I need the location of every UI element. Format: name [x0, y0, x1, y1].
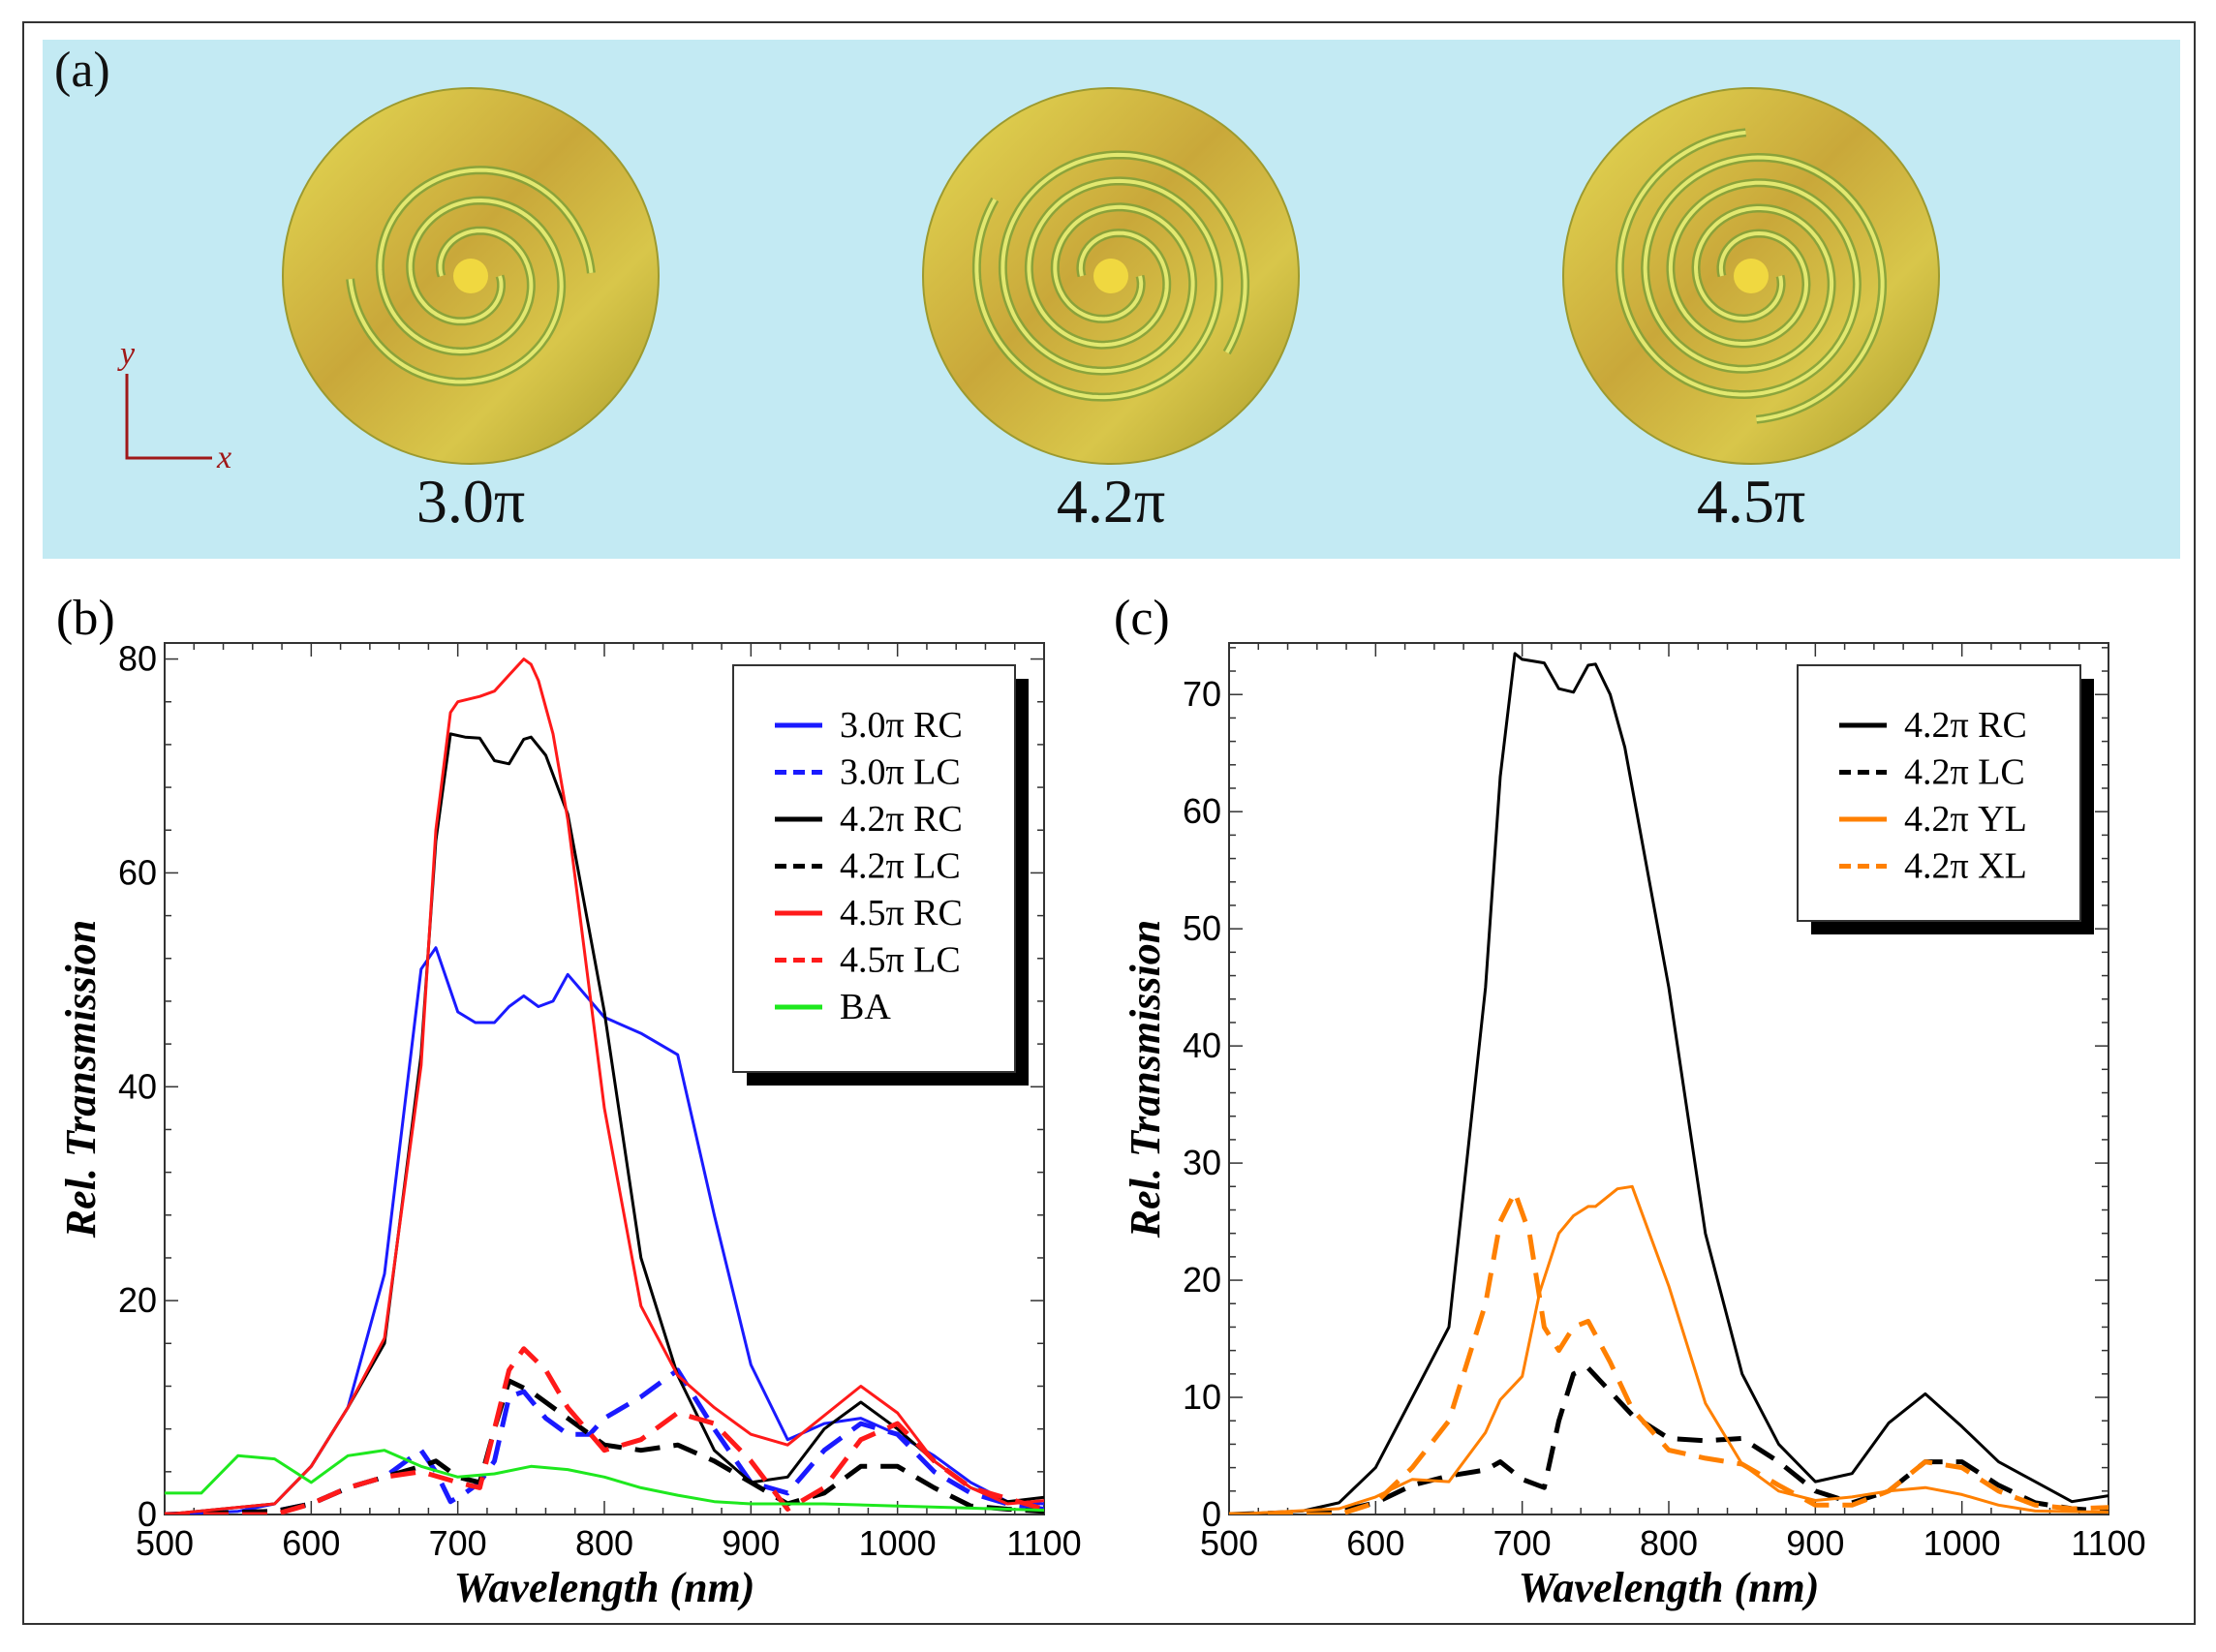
series-line-ba [165, 1449, 1044, 1513]
spiral-disc-3 [1562, 87, 1940, 465]
legend-label: 3.0π LC [840, 752, 961, 793]
figure-frame [22, 21, 2196, 1625]
series-line-4-2-lc [165, 1378, 1044, 1514]
y-axis-label: Rel. Transmission [1122, 920, 1169, 1239]
x-tick-label: 1100 [1006, 1523, 1081, 1563]
x-tick-label: 1100 [2071, 1523, 2145, 1563]
y-tick-label: 50 [1183, 908, 1221, 948]
series-line-4-2-lc [1229, 1365, 2108, 1514]
spiral-groove-highlight [1643, 155, 1885, 422]
x-tick-label: 500 [136, 1523, 194, 1563]
y-tick-label: 40 [1183, 1025, 1221, 1065]
y-tick-label: 60 [1183, 791, 1221, 831]
x-tick-label: 900 [1786, 1523, 1844, 1563]
series-line-4-2-rc [1229, 652, 2108, 1514]
chart-c: (c) 500 600 700 800 900 1000 1100 0 10 20 30 40 50 60 7… [1114, 591, 2146, 1611]
legend-label: BA [840, 987, 891, 1027]
spiral-disc-1 [282, 87, 660, 465]
series-line-4-5-lc [165, 1346, 1044, 1514]
y-tick-label: 20 [118, 1280, 157, 1320]
panel-label: (c) [1114, 591, 1170, 646]
x-tick-label: 700 [1493, 1523, 1552, 1563]
x-tick-label: 800 [575, 1523, 633, 1563]
x-tick-label: 1000 [1924, 1523, 2001, 1563]
chart-b: (b) 500 600 700 800 900 1000 1100 0 20 40 60 80 Wavel… [56, 591, 1082, 1611]
x-tick-label: 600 [282, 1523, 340, 1563]
y-axis-label: Rel. Transmission [57, 920, 105, 1239]
series-line-4-2-xl [1229, 1189, 2108, 1514]
y-tick-label: 0 [138, 1494, 157, 1534]
y-tick-label: 30 [1183, 1143, 1221, 1182]
axis-y-label: y [117, 336, 136, 372]
legend-label: 4.2π RC [1904, 705, 2027, 746]
y-tick-label: 10 [1183, 1377, 1221, 1417]
axis-x-label: x [216, 440, 231, 475]
legend-label: 4.2π LC [1904, 752, 2025, 793]
legend-label: 4.2π LC [840, 846, 961, 887]
series-line-3-0-lc [165, 1367, 1044, 1514]
spiral-groove-highlight [1000, 152, 1247, 374]
y-tick-label: 70 [1183, 674, 1221, 714]
spiral-disc-2 [922, 87, 1300, 465]
series-line-4-2-yl [1229, 1184, 2108, 1514]
y-tick-label: 20 [1183, 1260, 1221, 1300]
legend-box [1797, 664, 2081, 922]
y-tick-label: 80 [118, 639, 157, 679]
panel-a-label: (a) [54, 43, 110, 98]
panel-a-spiral-structures: (a) y x 3.0π 4.2π 4.5π [43, 40, 2180, 559]
spiral-groove-highlight [974, 178, 1221, 400]
disc-center [453, 259, 488, 293]
y-tick-label: 60 [118, 852, 157, 892]
x-axis-label: Wavelength (nm) [1519, 1564, 1820, 1611]
legend-label: 4.2π YL [1904, 799, 2027, 840]
series-line-3-0-rc [165, 946, 1044, 1514]
y-tick-label: 0 [1202, 1494, 1221, 1534]
xy-axes-icon: y x [117, 336, 231, 475]
panel-label: (b) [56, 591, 115, 646]
x-tick-label: 900 [722, 1523, 780, 1563]
series-line-4-5-rc [165, 658, 1044, 1514]
x-tick-label: 700 [429, 1523, 487, 1563]
legend-label: 4.5π RC [840, 893, 963, 933]
disc-label-4-5pi: 4.5π [1696, 467, 1806, 535]
spiral-groove-highlight [1617, 130, 1860, 397]
spiral-groove-highlight [348, 198, 564, 384]
legend-label: 4.2π RC [840, 799, 963, 840]
legend-label: 4.2π XL [1904, 846, 2027, 887]
disc-center [1734, 259, 1769, 293]
y-tick-label: 40 [118, 1066, 157, 1106]
disc-center [1093, 259, 1128, 293]
legend-box [732, 664, 1016, 1073]
x-tick-label: 1000 [859, 1523, 937, 1563]
spiral-discs-svg: y x [117, 87, 1940, 475]
x-tick-label: 800 [1640, 1523, 1698, 1563]
disc-label-4-2pi: 4.2π [1056, 467, 1166, 535]
legend-label: 3.0π RC [840, 705, 963, 746]
disc-label-3-0pi: 3.0π [416, 467, 526, 535]
x-tick-label: 500 [1200, 1523, 1258, 1563]
x-tick-label: 600 [1346, 1523, 1404, 1563]
legend-label: 4.5π LC [840, 940, 961, 981]
spiral-groove-highlight [378, 168, 594, 354]
x-axis-label: Wavelength (nm) [454, 1564, 755, 1611]
